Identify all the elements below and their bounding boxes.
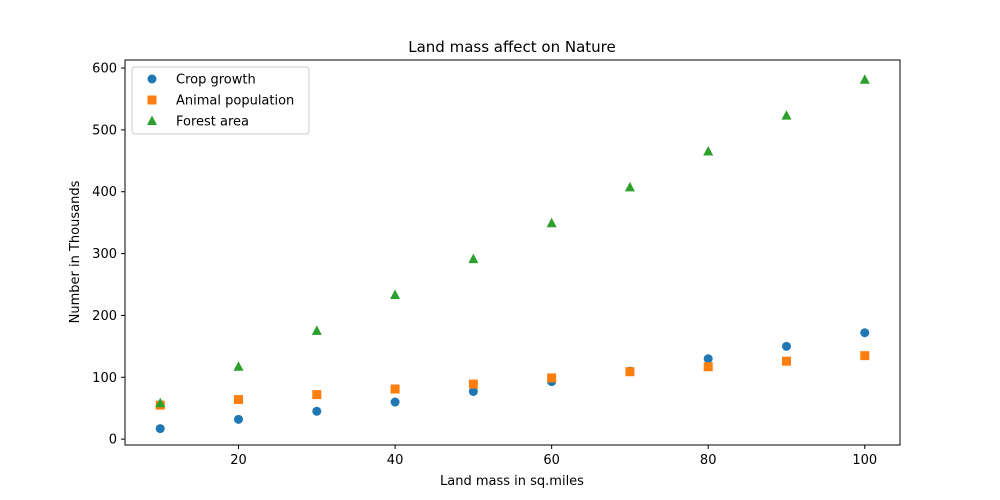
animal-population-point	[703, 362, 713, 372]
legend-label-forest-area: Forest area	[176, 115, 249, 130]
animal-population-point	[468, 379, 478, 389]
forest-area-point	[468, 253, 479, 264]
y-tick-label: 300	[92, 247, 117, 262]
forest-area-point	[859, 74, 870, 84]
x-tick-label: 100	[852, 453, 877, 468]
crop-growth-point	[234, 414, 244, 424]
forest-area-point	[311, 325, 322, 335]
crop-growth-point	[703, 354, 713, 364]
crop-growth-point	[312, 406, 322, 416]
animal-population-point	[547, 373, 557, 383]
crop-growth-point	[781, 341, 791, 351]
legend-label-crop-growth: Crop growth	[176, 73, 256, 88]
y-tick-label: 600	[92, 62, 117, 77]
forest-area-point	[233, 361, 244, 371]
y-tick-label: 500	[92, 123, 117, 138]
x-axis-ticks: 20 40 60 80 100	[230, 445, 877, 468]
crop-growth-point	[860, 328, 870, 338]
forest-area-point	[781, 110, 792, 120]
crop-growth-point	[390, 397, 400, 407]
x-tick-label: 60	[543, 453, 560, 468]
animal-population-point	[781, 356, 791, 366]
legend-marker-crop-growth	[147, 74, 157, 84]
legend: Crop growth Animal population Forest area	[131, 66, 310, 135]
y-tick-label: 100	[92, 371, 117, 386]
data-points	[155, 74, 870, 434]
y-axis-ticks: 0 100 200 300 400 500 600	[92, 62, 125, 448]
animal-population-point	[390, 384, 400, 394]
animal-population-point	[860, 351, 870, 361]
y-tick-label: 400	[92, 185, 117, 200]
forest-area-point	[703, 146, 714, 156]
x-tick-label: 80	[700, 453, 717, 468]
forest-area-point	[390, 289, 401, 300]
x-axis-label: Land mass in sq.miles	[440, 474, 584, 489]
forest-area-point	[546, 217, 557, 228]
legend-marker-forest-area	[147, 115, 157, 125]
animal-population-point	[312, 390, 322, 400]
forest-area-point	[624, 181, 635, 192]
x-tick-label: 40	[387, 453, 404, 468]
plot-area-frame	[124, 59, 901, 446]
legend-box	[131, 66, 310, 135]
crop-growth-point	[468, 387, 478, 397]
y-tick-label: 200	[92, 309, 117, 324]
y-tick-label: 0	[109, 433, 117, 448]
animal-population-point	[234, 395, 244, 405]
x-tick-label: 20	[230, 453, 247, 468]
legend-label-animal-population: Animal population	[176, 94, 294, 109]
legend-marker-animal-population	[147, 95, 157, 105]
crop-growth-point	[155, 424, 165, 434]
forest-area-point	[155, 397, 166, 408]
animal-population-point	[625, 367, 635, 377]
chart-title: Land mass affect on Nature	[408, 38, 616, 56]
y-axis-label: Number in Thousands	[68, 180, 83, 323]
